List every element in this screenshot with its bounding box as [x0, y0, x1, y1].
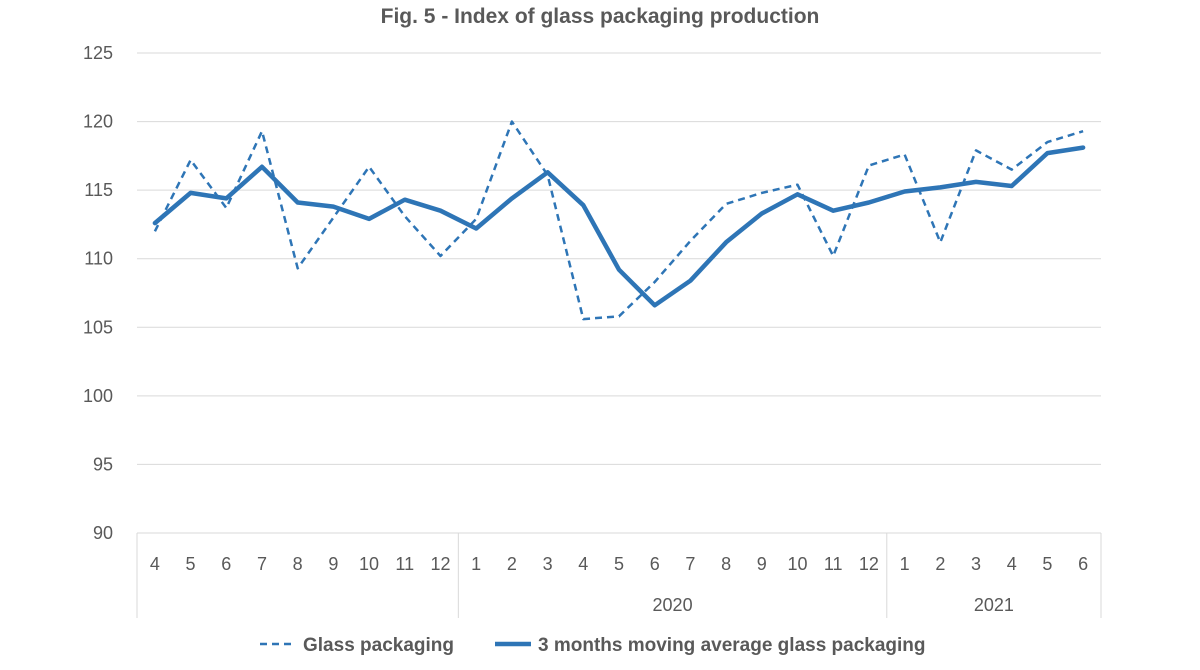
legend-label: 3 months moving average glass packaging	[538, 635, 926, 656]
x-tick-label: 2	[507, 554, 517, 574]
year-group-label: 2021	[974, 595, 1014, 615]
x-tick-label: 3	[543, 554, 553, 574]
x-tick-label: 10	[788, 554, 808, 574]
y-tick-label: 110	[84, 249, 113, 269]
y-tick-label: 105	[83, 317, 113, 337]
legend-label: Glass packaging	[303, 635, 454, 656]
series-layer	[152, 120, 1086, 321]
x-tick-label: 4	[150, 554, 160, 574]
y-axis-ticks: 90 95 100 105 110 115 120 125	[83, 43, 113, 543]
year-group-label: 2020	[653, 595, 693, 615]
x-tick-label: 3	[971, 554, 981, 574]
x-tick-label: 11	[824, 554, 843, 574]
x-tick-label: 6	[1078, 554, 1088, 574]
y-tick-label: 100	[83, 386, 113, 406]
x-tick-label: 11	[395, 554, 414, 574]
y-tick-label: 95	[93, 454, 113, 474]
x-tick-label: 5	[1042, 554, 1052, 574]
x-tick-label: 6	[650, 554, 660, 574]
x-tick-label: 6	[221, 554, 231, 574]
series-line-0	[153, 120, 1084, 321]
legend: Glass packaging 3 months moving average g…	[260, 635, 926, 656]
x-tick-label: 9	[757, 554, 767, 574]
series-line-1	[152, 145, 1086, 308]
x-tick-label: 5	[186, 554, 196, 574]
y-tick-label: 90	[93, 523, 113, 543]
x-tick-label: 7	[257, 554, 267, 574]
x-tick-label: 4	[578, 554, 588, 574]
x-tick-label: 2	[935, 554, 945, 574]
x-tick-label: 7	[685, 554, 695, 574]
x-tick-label: 12	[430, 554, 450, 574]
x-tick-label: 1	[471, 554, 481, 574]
x-tick-label: 12	[859, 554, 879, 574]
y-tick-label: 125	[83, 43, 113, 63]
x-tick-label: 1	[900, 554, 910, 574]
x-tick-label: 5	[614, 554, 624, 574]
x-tick-label: 9	[328, 554, 338, 574]
x-tick-label: 4	[1007, 554, 1017, 574]
y-tick-label: 120	[83, 112, 113, 132]
x-tick-label: 8	[293, 554, 303, 574]
x-tick-label: 8	[721, 554, 731, 574]
x-tick-label: 10	[359, 554, 379, 574]
chart-title: Fig. 5 - Index of glass packaging produc…	[381, 5, 820, 28]
gridlines	[137, 52, 1101, 534]
y-tick-label: 115	[84, 180, 113, 200]
